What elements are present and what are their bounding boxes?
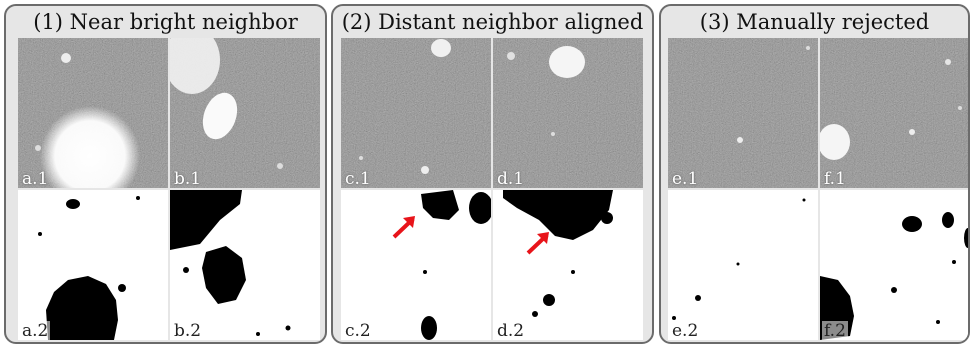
image-cell-d1: d.1 <box>493 38 643 188</box>
image-cell-c1: c.1 <box>341 38 491 188</box>
image-cell-e1: e.1 <box>668 38 818 188</box>
noisy-image-f1 <box>820 38 968 188</box>
mask-image-f2 <box>820 190 968 340</box>
mask-cell-a2: a.2 <box>18 190 168 340</box>
cell-label: a.2 <box>20 321 51 340</box>
image-cell-a1: a.1 <box>18 38 168 188</box>
panel-near-bright-neighbor: (1) Near bright neighbor a.1 <box>4 4 327 344</box>
red-arrow-icon <box>526 232 549 255</box>
cell-label: f.1 <box>824 169 846 188</box>
cell-label: c.1 <box>345 169 371 188</box>
mask-cell-b2: b.2 <box>170 190 320 340</box>
noisy-image-e1 <box>668 38 818 188</box>
red-arrow-icon <box>392 216 415 239</box>
mask-image-b2 <box>170 190 320 340</box>
cell-label: f.2 <box>822 321 848 340</box>
mask-cell-f2: f.2 <box>820 190 968 340</box>
cell-label: d.2 <box>495 321 527 340</box>
mask-cell-e2: e.2 <box>668 190 818 340</box>
cell-label: a.1 <box>22 169 49 188</box>
mask-image-e2 <box>668 190 818 340</box>
noisy-image-a1 <box>18 38 168 188</box>
panel-distant-neighbor-aligned: (2) Distant neighbor aligned c.1 d.1 <box>331 4 654 344</box>
cell-label: b.1 <box>174 169 202 188</box>
cell-label: e.2 <box>670 321 701 340</box>
cell-label: e.1 <box>672 169 699 188</box>
cell-label: d.1 <box>497 169 525 188</box>
image-cell-f1: f.1 <box>820 38 968 188</box>
mask-image-d2 <box>493 190 643 340</box>
panel-title: (1) Near bright neighbor <box>33 10 298 34</box>
noisy-image-d1 <box>493 38 643 188</box>
noisy-image-b1 <box>170 38 320 188</box>
panel-manually-rejected: (3) Manually rejected e.1 f.1 e.2 <box>659 4 970 344</box>
mask-cell-c2: c.2 <box>341 190 491 340</box>
cell-label: c.2 <box>343 321 373 340</box>
noisy-image-c1 <box>341 38 491 188</box>
panel-title: (2) Distant neighbor aligned <box>341 10 644 34</box>
panel-title: (3) Manually rejected <box>699 10 930 34</box>
mask-image-a2 <box>18 190 168 340</box>
mask-image-c2 <box>341 190 491 340</box>
cell-label: b.2 <box>172 321 204 340</box>
image-cell-b1: b.1 <box>170 38 320 188</box>
mask-cell-d2: d.2 <box>493 190 643 340</box>
